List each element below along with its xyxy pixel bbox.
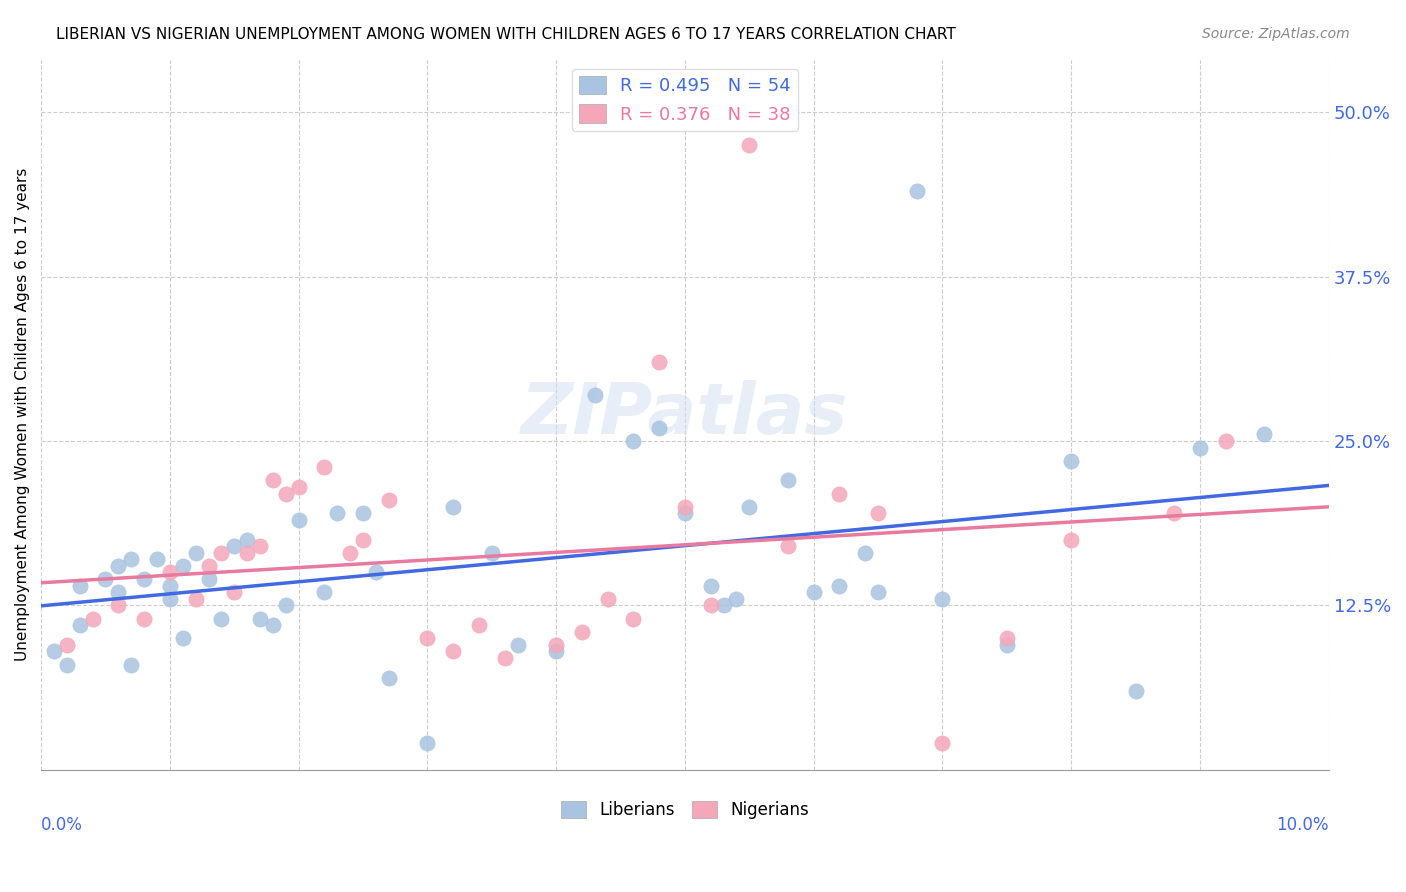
Point [699, 599, 721, 613]
Point [274, 599, 297, 613]
Point [120, 552, 142, 566]
Point [378, 493, 401, 508]
Text: 10.0%: 10.0% [1277, 816, 1329, 834]
Point [995, 638, 1018, 652]
Point [378, 671, 401, 685]
Point [673, 506, 696, 520]
Point [146, 552, 169, 566]
Point [1060, 533, 1083, 547]
Point [494, 651, 516, 665]
Point [197, 558, 219, 573]
Point [1163, 506, 1185, 520]
Point [82, 611, 104, 625]
Point [1188, 441, 1211, 455]
Point [159, 579, 181, 593]
Point [506, 638, 529, 652]
Point [623, 611, 645, 625]
Point [159, 566, 181, 580]
Point [249, 611, 271, 625]
Point [94, 572, 117, 586]
Point [738, 500, 761, 514]
Point [287, 480, 309, 494]
Point [868, 585, 890, 599]
Point [713, 599, 735, 613]
Point [583, 388, 606, 402]
Point [287, 513, 309, 527]
Point [209, 546, 232, 560]
Point [725, 591, 748, 606]
Point [120, 657, 142, 672]
Point [56, 638, 79, 652]
Point [441, 644, 464, 658]
Point [1060, 453, 1083, 467]
Point [738, 138, 761, 153]
Point [224, 539, 246, 553]
Point [828, 486, 851, 500]
Point [224, 585, 246, 599]
Point [326, 506, 349, 520]
Point [441, 500, 464, 514]
Point [868, 506, 890, 520]
Point [416, 632, 439, 646]
Point [995, 632, 1018, 646]
Point [274, 486, 297, 500]
Point [134, 611, 156, 625]
Point [1125, 683, 1147, 698]
Point [314, 460, 336, 475]
Point [236, 533, 259, 547]
Point [339, 546, 361, 560]
Point [262, 474, 284, 488]
Point [416, 736, 439, 750]
Point [364, 566, 387, 580]
Point [828, 579, 851, 593]
Point [648, 355, 671, 369]
Point [931, 736, 953, 750]
Point [546, 638, 568, 652]
Point [905, 184, 928, 198]
Point [853, 546, 876, 560]
Point [172, 632, 194, 646]
Point [1215, 434, 1237, 448]
Point [42, 644, 65, 658]
Point [134, 572, 156, 586]
Point [352, 533, 374, 547]
Point [107, 558, 129, 573]
Point [249, 539, 271, 553]
Point [236, 546, 259, 560]
Point [262, 618, 284, 632]
Point [623, 434, 645, 448]
Text: Source: ZipAtlas.com: Source: ZipAtlas.com [1202, 27, 1350, 41]
Point [776, 539, 799, 553]
Point [352, 506, 374, 520]
Point [209, 611, 232, 625]
Point [107, 599, 129, 613]
Point [546, 644, 568, 658]
Text: ZIPatlas: ZIPatlas [522, 380, 849, 450]
Point [172, 558, 194, 573]
Point [931, 591, 953, 606]
Point [159, 591, 181, 606]
Text: 0.0%: 0.0% [41, 816, 83, 834]
Point [197, 572, 219, 586]
Point [481, 546, 503, 560]
Point [314, 585, 336, 599]
Point [1253, 427, 1275, 442]
Point [699, 579, 721, 593]
Point [69, 579, 91, 593]
Point [184, 591, 207, 606]
Point [776, 474, 799, 488]
Legend: Liberians, Nigerians: Liberians, Nigerians [554, 794, 815, 825]
Point [596, 591, 619, 606]
Point [69, 618, 91, 632]
Point [468, 618, 491, 632]
Text: LIBERIAN VS NIGERIAN UNEMPLOYMENT AMONG WOMEN WITH CHILDREN AGES 6 TO 17 YEARS C: LIBERIAN VS NIGERIAN UNEMPLOYMENT AMONG … [56, 27, 956, 42]
Point [803, 585, 825, 599]
Point [184, 546, 207, 560]
Point [571, 624, 593, 639]
Y-axis label: Unemployment Among Women with Children Ages 6 to 17 years: Unemployment Among Women with Children A… [15, 168, 30, 661]
Point [648, 421, 671, 435]
Point [107, 585, 129, 599]
Point [673, 500, 696, 514]
Point [56, 657, 79, 672]
